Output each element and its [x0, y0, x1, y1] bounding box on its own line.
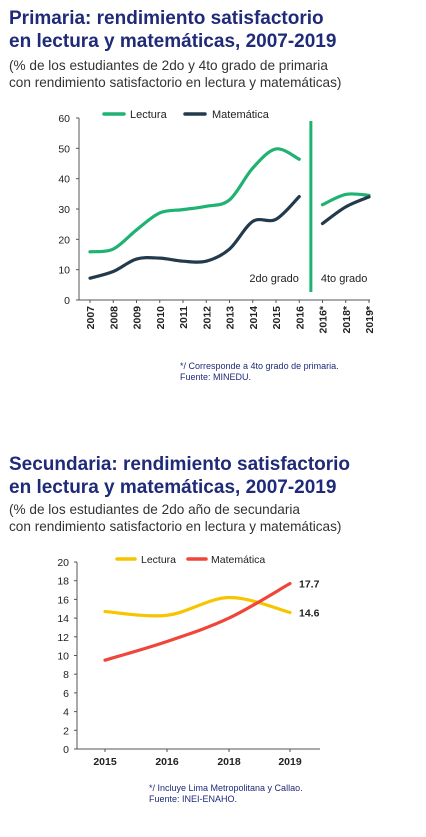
x-tick-label: 2011	[178, 306, 190, 329]
y-tick-label: 4	[63, 707, 69, 719]
primaria-source: Fuente: MINEDU.	[180, 372, 252, 382]
primaria-subtitle-line1: (% de los estudiantes de 2do y 4to grado…	[9, 58, 328, 73]
secundaria-subtitle-line1: (% de los estudiantes de 2do año de secu…	[9, 502, 300, 517]
y-tick-label: 2	[63, 725, 69, 737]
data-label-lectura: 14.6	[299, 607, 320, 619]
series-line-lectura-2do-grado	[88, 147, 301, 254]
x-tick-label: 2016*	[318, 305, 330, 333]
y-tick-label: 0	[63, 744, 69, 756]
x-tick-label: 2010	[155, 306, 167, 330]
y-tick-label: 18	[57, 576, 69, 588]
secundaria-title-line1: Secundaria: rendimiento satisfactorio	[9, 454, 351, 475]
y-tick-label: 10	[58, 265, 70, 277]
y-tick-label: 0	[64, 295, 70, 307]
primaria-note: */ Corresponde a 4to grado de primaria. …	[180, 361, 339, 383]
y-tick-label: 10	[57, 651, 69, 663]
y-tick-label: 20	[58, 234, 70, 246]
y-tick-label: 6	[63, 688, 69, 700]
x-tick-label: 2018	[217, 756, 241, 768]
data-label-matematica: 17.7	[299, 579, 320, 591]
primaria-chart: 0 10 20 30 40 50 60 2007 2008 2009 2010 2011 2012 201…	[58, 109, 376, 333]
y-tick-label: 40	[58, 174, 70, 186]
x-tick-label: 2019*	[364, 305, 376, 333]
x-tick-label: 2015	[271, 306, 283, 330]
x-tick-label: 2007	[85, 306, 97, 330]
y-tick-label: 50	[58, 143, 70, 155]
primaria-title-line1: Primaria: rendimiento satisfactorio	[9, 8, 324, 29]
x-tick-label: 2015	[93, 756, 117, 768]
series-line-lectura-4to-grado	[320, 192, 371, 207]
secundaria-title-line2: en lectura y matemáticas, 2007-2019	[9, 477, 337, 498]
secundaria-subtitle-line2: con rendimiento satisfactorio en lectura…	[9, 519, 342, 534]
primaria-note-line1: */ Corresponde a 4to grado de primaria.	[180, 361, 339, 371]
x-tick-label: 2013	[225, 306, 237, 330]
y-tick-label: 60	[58, 113, 70, 125]
y-tick-label: 16	[57, 594, 69, 606]
series-line-matematica-4to-grado	[320, 195, 371, 226]
legend-label-lectura: Lectura	[141, 554, 176, 566]
y-tick-label: 8	[63, 669, 69, 681]
primaria-title-line2: en lectura y matemáticas, 2007-2019	[9, 31, 337, 52]
y-tick-label: 12	[57, 632, 69, 644]
group-label-4to-grado: 4to grado	[321, 273, 367, 285]
legend-label-matematica: Matemática	[211, 554, 265, 566]
y-tick-label: 30	[58, 204, 70, 216]
series-line-lectura	[103, 595, 292, 618]
group-label-2do-grado: 2do grado	[249, 273, 299, 285]
legend-label-matematica: Matemática	[212, 109, 270, 121]
series-line-matematica-2do-grado	[88, 194, 301, 280]
primaria-subtitle-line2: con rendimiento satisfactorio en lectura…	[9, 75, 342, 90]
x-tick-label: 2019	[278, 756, 302, 768]
y-tick-label: 20	[57, 557, 69, 569]
secundaria-source: Fuente: INEI-ENAHO.	[149, 794, 238, 804]
x-tick-label: 2018*	[341, 305, 353, 333]
secundaria-note: */ Incluye Lima Metropolitana y Callao. …	[149, 783, 303, 805]
x-tick-label: 2009	[132, 306, 144, 330]
legend-label-lectura: Lectura	[130, 109, 168, 121]
series-line-matematica	[103, 581, 292, 662]
x-tick-label: 2012	[201, 306, 213, 330]
x-tick-label: 2016	[294, 306, 306, 330]
secundaria-note-line1: */ Incluye Lima Metropolitana y Callao.	[149, 783, 303, 793]
x-tick-label: 2008	[108, 306, 120, 330]
x-tick-label: 2016	[155, 756, 179, 768]
x-tick-label: 2014	[248, 306, 260, 330]
y-tick-label: 14	[57, 613, 69, 625]
